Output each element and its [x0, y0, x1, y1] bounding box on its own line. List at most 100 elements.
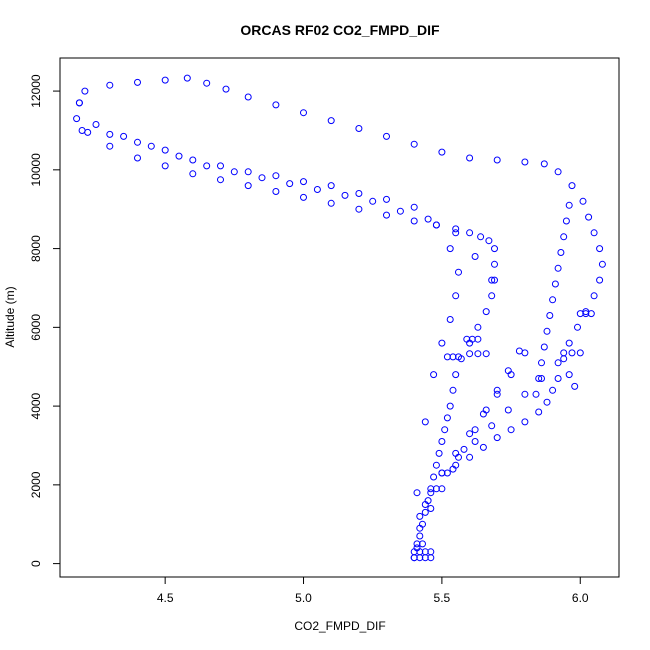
- data-point: [543, 398, 551, 406]
- data-point: [466, 453, 474, 461]
- data-point: [521, 418, 529, 426]
- y-axis: 0 2000 4000 6000 8000 10000 12000: [29, 74, 60, 567]
- data-point: [438, 438, 446, 445]
- data-point: [230, 168, 238, 176]
- y-tick-label: 8000: [29, 235, 43, 262]
- data-point: [565, 339, 573, 347]
- data-point: [300, 178, 307, 186]
- data-point: [535, 375, 543, 382]
- data-point: [446, 316, 454, 323]
- data-point: [488, 422, 496, 430]
- data-point: [78, 127, 86, 134]
- data-point: [327, 117, 335, 125]
- data-point: [446, 402, 454, 410]
- data-point: [84, 128, 92, 136]
- data-point: [504, 406, 512, 414]
- data-point: [587, 310, 595, 318]
- data-point: [432, 221, 440, 229]
- data-point: [300, 193, 307, 201]
- data-point: [383, 132, 390, 140]
- data-point: [521, 158, 529, 166]
- data-point: [147, 142, 155, 150]
- x-tick-label: 4.5: [157, 591, 174, 605]
- data-point: [203, 79, 211, 87]
- data-point: [493, 386, 501, 394]
- data-point: [421, 508, 429, 516]
- y-tick-label: 12000: [29, 74, 43, 108]
- data-point: [327, 182, 335, 190]
- data-point: [438, 148, 446, 156]
- y-tick-label: 4000: [29, 392, 43, 419]
- data-point: [479, 443, 487, 451]
- data-point: [488, 292, 496, 300]
- data-point: [327, 199, 335, 207]
- data-point: [485, 237, 493, 245]
- data-point: [419, 540, 426, 548]
- data-point: [482, 406, 490, 414]
- data-point: [432, 485, 440, 493]
- data-point: [175, 152, 183, 160]
- data-point: [106, 142, 114, 150]
- data-point: [538, 375, 545, 382]
- data-point: [493, 390, 501, 398]
- data-point: [427, 505, 435, 512]
- data-point: [557, 249, 565, 256]
- data-point: [590, 292, 598, 300]
- plot-frame: [59, 57, 620, 578]
- data-point: [134, 78, 141, 86]
- x-axis-label: CO2_FMPD_DIF: [294, 619, 385, 633]
- data-point: [92, 121, 100, 128]
- data-point: [272, 101, 280, 109]
- data-point: [568, 182, 576, 190]
- data-point: [491, 260, 498, 268]
- data-point: [430, 371, 438, 379]
- data-point: [466, 154, 474, 162]
- x-tick-label: 6.0: [572, 591, 589, 605]
- data-point: [106, 81, 114, 89]
- data-point: [452, 371, 460, 379]
- data-point: [430, 473, 438, 481]
- data-point: [560, 349, 568, 357]
- data-point: [549, 296, 557, 304]
- data-point: [571, 382, 579, 390]
- data-point: [596, 276, 604, 284]
- data-point: [576, 349, 584, 357]
- data-point: [551, 280, 559, 288]
- data-point: [75, 99, 83, 107]
- data-point: [515, 347, 523, 355]
- data-point: [446, 245, 454, 253]
- data-point: [554, 168, 562, 176]
- data-point: [471, 253, 479, 260]
- x-tick-label: 5.5: [434, 591, 451, 605]
- data-point: [554, 359, 562, 367]
- data-point: [355, 190, 363, 197]
- data-point: [540, 343, 548, 351]
- data-point: [427, 489, 435, 497]
- data-point: [421, 501, 429, 508]
- data-point: [435, 449, 443, 457]
- data-point: [161, 76, 169, 84]
- data-point: [449, 386, 457, 394]
- data-point: [410, 203, 418, 211]
- data-point: [471, 438, 479, 445]
- data-point: [183, 74, 191, 82]
- data-point: [203, 162, 211, 170]
- chart-title: ORCAS RF02 CO2_FMPD_DIF: [240, 22, 440, 38]
- data-point: [73, 115, 81, 123]
- data-point: [244, 182, 252, 190]
- data-point: [549, 386, 557, 394]
- data-point: [538, 359, 545, 367]
- data-point: [574, 323, 581, 331]
- data-point: [189, 170, 197, 178]
- data-point: [355, 205, 363, 213]
- data-point: [546, 312, 554, 319]
- data-point: [590, 229, 598, 237]
- data-point: [598, 260, 606, 268]
- data-point: [568, 349, 576, 357]
- data-point: [396, 207, 404, 215]
- data-point: [455, 453, 462, 461]
- data-point: [452, 461, 460, 469]
- data-point: [244, 93, 252, 101]
- data-point: [554, 264, 562, 272]
